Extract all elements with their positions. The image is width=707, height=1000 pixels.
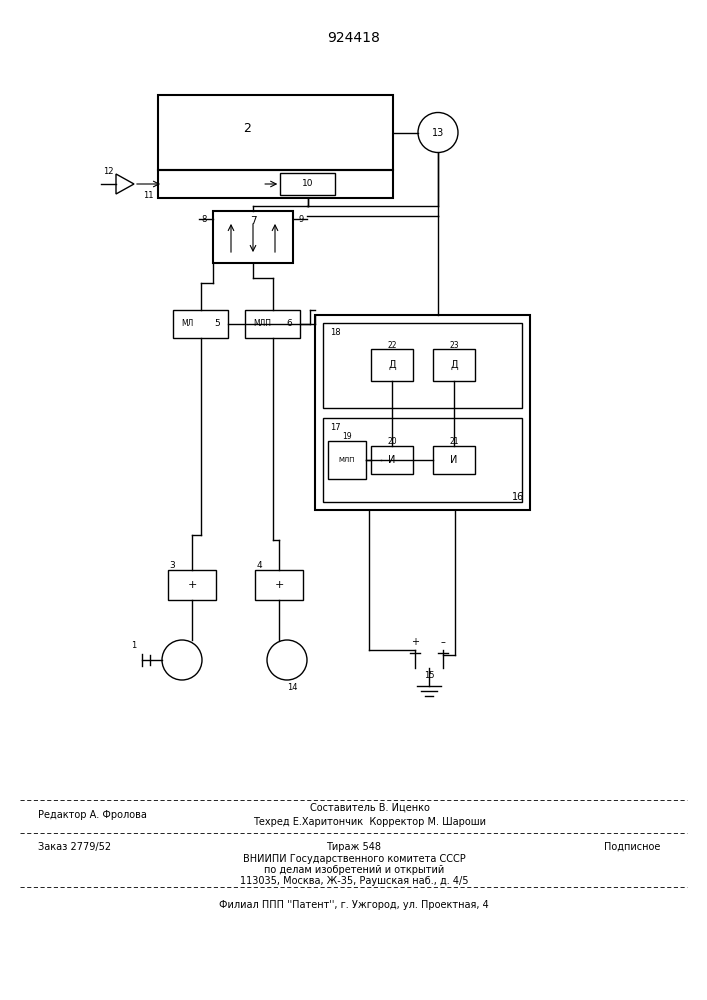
- Bar: [255, 570, 303, 600]
- Text: по делам изобретений и открытий: по делам изобретений и открытий: [264, 865, 444, 875]
- Text: И: И: [388, 455, 396, 465]
- Text: 4: 4: [256, 560, 262, 570]
- Bar: [280, 173, 335, 195]
- Text: Д: Д: [450, 360, 458, 370]
- Bar: [371, 446, 413, 474]
- Text: 18: 18: [330, 328, 341, 337]
- Text: 14: 14: [287, 682, 297, 692]
- Text: 6: 6: [286, 320, 292, 328]
- Bar: [433, 349, 475, 381]
- Text: МЛП: МЛП: [339, 457, 355, 463]
- Text: 13: 13: [432, 127, 444, 137]
- Text: Филиал ППП ''Патент'', г. Ужгород, ул. Проектная, 4: Филиал ППП ''Патент'', г. Ужгород, ул. П…: [219, 900, 489, 910]
- Text: Редактор А. Фролова: Редактор А. Фролова: [38, 810, 147, 820]
- Text: Тираж 548: Тираж 548: [327, 842, 382, 852]
- Text: 22: 22: [387, 341, 397, 350]
- Text: Д: Д: [388, 360, 396, 370]
- Text: 8: 8: [201, 215, 206, 224]
- Text: Составитель В. Иценко: Составитель В. Иценко: [310, 803, 430, 813]
- Text: 23: 23: [449, 341, 459, 350]
- Text: 2: 2: [243, 122, 251, 135]
- Text: МЛ: МЛ: [181, 320, 193, 328]
- Bar: [323, 323, 522, 408]
- Bar: [168, 570, 216, 600]
- Text: 5: 5: [214, 320, 220, 328]
- Text: И: И: [450, 455, 457, 465]
- Text: 7: 7: [250, 216, 257, 226]
- Bar: [433, 446, 475, 474]
- Text: 10: 10: [302, 180, 313, 188]
- Bar: [213, 211, 293, 263]
- Text: 113035, Москва, Ж-35, Раушская наб., д. 4/5: 113035, Москва, Ж-35, Раушская наб., д. …: [240, 876, 468, 886]
- Text: 924418: 924418: [327, 31, 380, 45]
- Text: 15: 15: [423, 670, 434, 680]
- Text: 11: 11: [143, 192, 153, 200]
- Text: Техред Е.Харитончик  Корректор М. Шароши: Техред Е.Харитончик Корректор М. Шароши: [254, 817, 486, 827]
- Text: –: –: [440, 637, 445, 647]
- Text: 19: 19: [342, 432, 352, 441]
- Text: 1: 1: [132, 642, 136, 650]
- Bar: [315, 315, 530, 510]
- Bar: [323, 418, 522, 502]
- Bar: [173, 310, 228, 338]
- Bar: [371, 349, 413, 381]
- Text: Подписное: Подписное: [604, 842, 660, 852]
- Bar: [158, 170, 393, 198]
- Text: 9: 9: [298, 215, 303, 224]
- Text: 20: 20: [387, 437, 397, 446]
- Bar: [245, 310, 300, 338]
- Text: 12: 12: [103, 167, 113, 176]
- Bar: [158, 95, 393, 170]
- Text: +: +: [274, 580, 284, 590]
- Text: ВНИИПИ Государственного комитета СССР: ВНИИПИ Государственного комитета СССР: [243, 854, 465, 864]
- Text: 21: 21: [449, 437, 459, 446]
- Bar: [328, 441, 366, 479]
- Text: +: +: [187, 580, 197, 590]
- Text: 16: 16: [512, 492, 524, 502]
- Text: 3: 3: [169, 560, 175, 570]
- Text: 17: 17: [330, 422, 341, 432]
- Text: МЛП: МЛП: [253, 320, 271, 328]
- Text: Заказ 2779/52: Заказ 2779/52: [38, 842, 111, 852]
- Text: +: +: [411, 637, 419, 647]
